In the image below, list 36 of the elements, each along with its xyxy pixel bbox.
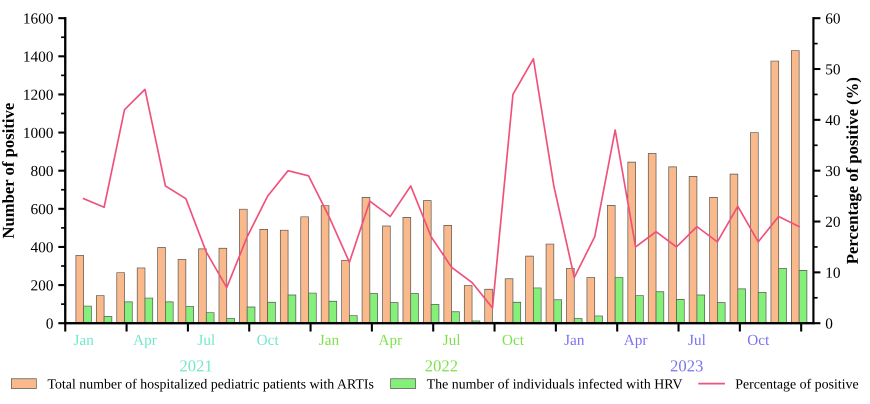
- x-tick-label: Oct: [502, 334, 524, 346]
- y2-tick-label: 30: [826, 166, 840, 176]
- legend-label: Percentage of positive: [736, 378, 858, 392]
- y2-tick-label: 0: [826, 318, 832, 329]
- y-tick-label: 1400: [24, 51, 53, 62]
- x-tick-label: Apr: [624, 334, 648, 348]
- y2-tick-label: 40: [826, 114, 840, 126]
- y2-tick-label: 20: [826, 216, 840, 227]
- x-tick-label: Jul: [198, 334, 215, 346]
- y-tick-label: 400: [30, 242, 53, 252]
- y-tick-label: 1000: [24, 128, 53, 138]
- x-tick-label: Jan: [319, 334, 339, 346]
- x-tick-label: Jul: [688, 334, 706, 346]
- y-tick-label: 600: [31, 204, 53, 214]
- y-tick-label: 1600: [24, 13, 53, 24]
- y2-axis-title: Percentage of positive (%): [846, 78, 862, 264]
- x-tick-label: Jan: [564, 334, 584, 346]
- y-axis-title: Number of positive: [2, 103, 18, 238]
- y-tick-label: 1200: [24, 90, 53, 100]
- y-tick-label: 800: [31, 166, 53, 176]
- y2-tick-label: 10: [826, 268, 840, 278]
- x-tick-label: Jan: [74, 334, 94, 346]
- x-tick-label: Jul: [443, 334, 460, 346]
- x-tick-label: Oct: [748, 334, 770, 346]
- y-tick-label: 0: [46, 318, 53, 329]
- legend-label: Total number of hospitalized pediatric patients with ARTIs: [48, 378, 374, 392]
- y2-tick-label: 60: [826, 13, 840, 24]
- x-tick-label: Apr: [133, 334, 157, 348]
- legend-label: The number of individuals infected with HRV: [426, 378, 682, 389]
- text: 2022: [425, 360, 458, 372]
- text: 2023: [670, 360, 703, 372]
- y-tick-label: 200: [31, 280, 53, 291]
- x-tick-label: Oct: [257, 334, 279, 346]
- y2-tick-label: 50: [826, 64, 840, 74]
- text: 2021: [180, 360, 212, 372]
- x-tick-label: Apr: [378, 334, 402, 348]
